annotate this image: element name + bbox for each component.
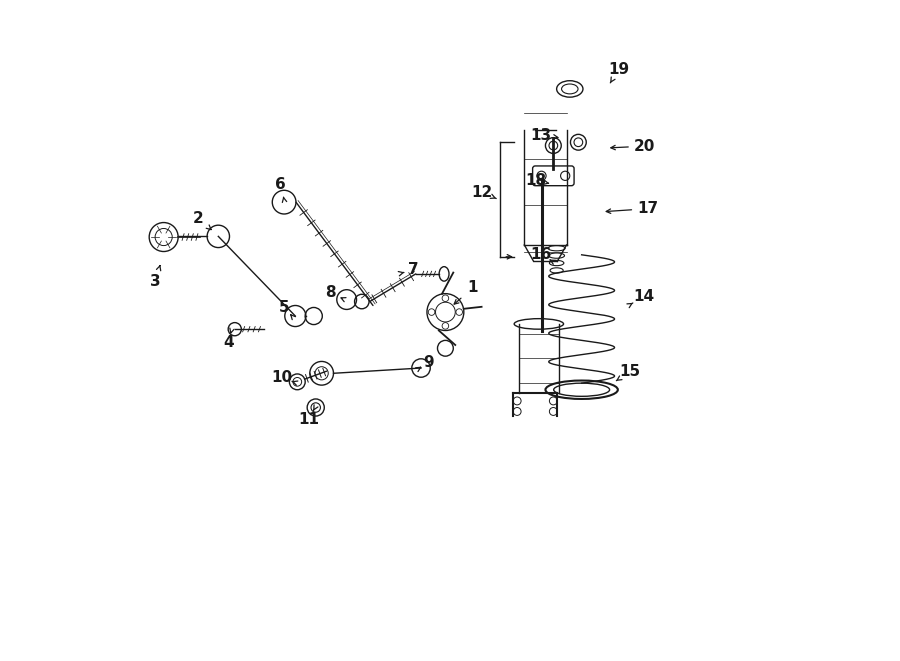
Text: 10: 10 bbox=[272, 370, 292, 385]
Text: 2: 2 bbox=[194, 211, 204, 226]
Text: 20: 20 bbox=[634, 139, 655, 154]
Text: 17: 17 bbox=[637, 201, 658, 216]
Text: 1: 1 bbox=[468, 280, 478, 295]
Text: 3: 3 bbox=[149, 274, 160, 289]
Text: 11: 11 bbox=[298, 412, 319, 427]
Text: 9: 9 bbox=[424, 354, 434, 369]
Text: 7: 7 bbox=[409, 262, 419, 278]
Text: 6: 6 bbox=[275, 177, 286, 192]
Text: 4: 4 bbox=[223, 335, 233, 350]
Text: 19: 19 bbox=[608, 61, 629, 77]
Text: 5: 5 bbox=[279, 300, 290, 315]
Text: 16: 16 bbox=[530, 247, 552, 262]
Text: 12: 12 bbox=[471, 185, 492, 200]
Text: 8: 8 bbox=[325, 286, 336, 301]
Text: 14: 14 bbox=[634, 289, 654, 304]
Text: 15: 15 bbox=[619, 364, 640, 379]
Text: 18: 18 bbox=[525, 173, 546, 188]
Text: 13: 13 bbox=[530, 128, 552, 143]
